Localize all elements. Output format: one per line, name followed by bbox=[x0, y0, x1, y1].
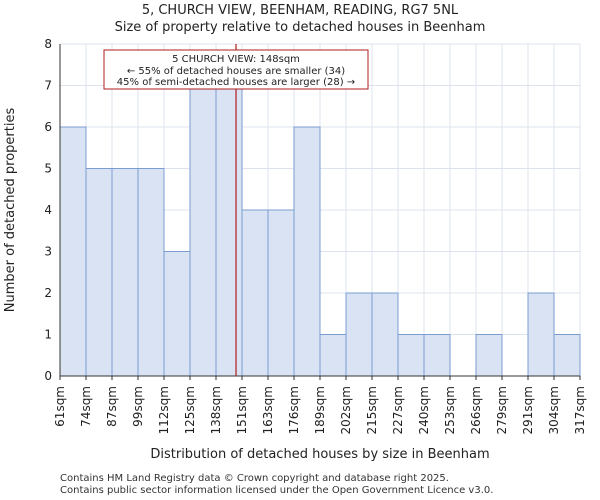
bar bbox=[59, 126, 87, 377]
x-tick-label: 61sqm bbox=[53, 386, 67, 427]
y-tick-label: 1 bbox=[44, 328, 52, 342]
footer-line-1: Contains HM Land Registry data © Crown c… bbox=[60, 473, 449, 484]
y-tick-label: 5 bbox=[44, 162, 52, 176]
x-tick-label: 112sqm bbox=[157, 386, 171, 434]
x-tick-label: 163sqm bbox=[261, 386, 275, 434]
x-tick-label: 189sqm bbox=[313, 386, 327, 434]
x-tick-label: 151sqm bbox=[235, 386, 249, 434]
bar bbox=[215, 85, 243, 377]
x-tick-label: 215sqm bbox=[365, 386, 379, 434]
x-tick-label: 266sqm bbox=[469, 386, 483, 434]
bar bbox=[475, 334, 503, 377]
annotation-line-1: 5 CHURCH VIEW: 148sqm bbox=[172, 54, 300, 65]
x-axis-label: Distribution of detached houses by size … bbox=[150, 447, 489, 462]
y-tick-label: 4 bbox=[44, 203, 52, 217]
chart-title: 5, CHURCH VIEW, BEENHAM, READING, RG7 5N… bbox=[141, 3, 459, 18]
bar bbox=[345, 292, 373, 377]
x-tick-label: 99sqm bbox=[131, 386, 145, 427]
x-tick-label: 291sqm bbox=[521, 386, 535, 434]
x-tick-label: 87sqm bbox=[105, 386, 119, 427]
y-tick-label: 3 bbox=[44, 245, 52, 259]
y-tick-label: 6 bbox=[44, 120, 52, 134]
x-tick-label: 317sqm bbox=[573, 386, 587, 434]
x-tick-label: 227sqm bbox=[391, 386, 405, 434]
annotation-line-2: ← 55% of detached houses are smaller (34… bbox=[127, 66, 345, 77]
x-tick-label: 253sqm bbox=[443, 386, 457, 434]
bar bbox=[371, 292, 399, 377]
y-ticks: 0 1 2 3 4 5 6 7 8 bbox=[44, 37, 52, 383]
bar bbox=[85, 168, 113, 377]
x-tick-label: 304sqm bbox=[547, 386, 561, 434]
bar bbox=[241, 209, 269, 377]
x-tick-label: 176sqm bbox=[287, 386, 301, 434]
bars-layer bbox=[59, 44, 581, 377]
x-tick-label: 279sqm bbox=[495, 386, 509, 434]
bar bbox=[423, 334, 451, 377]
y-tick-label: 2 bbox=[44, 286, 52, 300]
x-tick-label: 125sqm bbox=[183, 386, 197, 434]
annotation-box: 5 CHURCH VIEW: 148sqm ← 55% of detached … bbox=[103, 49, 369, 90]
bar bbox=[527, 292, 555, 377]
y-axis-label: Number of detached properties bbox=[3, 108, 18, 313]
bar bbox=[189, 85, 217, 377]
bar bbox=[293, 126, 321, 377]
bar bbox=[111, 168, 139, 377]
bar bbox=[397, 334, 425, 377]
x-ticks: 61sqm 74sqm 87sqm 99sqm 112sqm 125sqm 138sqm 15… bbox=[53, 376, 587, 434]
annotation-line-3: 45% of semi-detached houses are larger (… bbox=[117, 77, 355, 88]
annotation-rect bbox=[103, 49, 369, 90]
chart-subtitle: Size of property relative to detached ho… bbox=[114, 20, 486, 35]
bar bbox=[319, 334, 347, 377]
x-tick-label: 74sqm bbox=[79, 386, 93, 427]
bar bbox=[267, 209, 295, 377]
x-tick-label: 202sqm bbox=[339, 386, 353, 434]
y-tick-label: 7 bbox=[44, 79, 52, 93]
y-tick-label: 0 bbox=[44, 369, 52, 383]
footer-line-2: Contains public sector information licen… bbox=[60, 485, 494, 496]
bar bbox=[163, 251, 191, 377]
y-tick-label: 8 bbox=[44, 37, 52, 51]
x-tick-label: 240sqm bbox=[417, 386, 431, 434]
bar bbox=[137, 168, 165, 377]
x-tick-label: 138sqm bbox=[209, 386, 223, 434]
bar bbox=[553, 334, 581, 377]
